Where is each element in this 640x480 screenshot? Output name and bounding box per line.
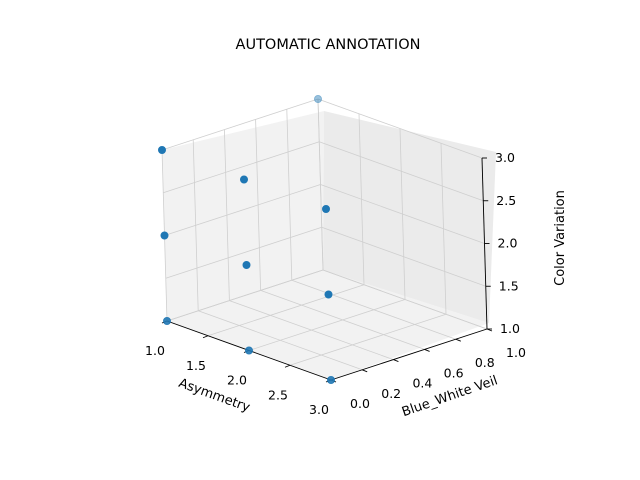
z-tick-label: 3.0 [495, 150, 515, 165]
z-tick-label: 2.0 [498, 236, 518, 251]
data-points [157, 95, 335, 384]
y-tick-label: 0.8 [475, 355, 495, 370]
x-tick-label: 1.0 [145, 343, 165, 358]
grid-line-y-floor [260, 290, 425, 350]
y-tick-label: 0.2 [381, 386, 401, 401]
y-tick-label: 0.4 [412, 376, 432, 391]
grid-line-z-right [320, 184, 485, 244]
chart-title: AUTOMATIC ANNOTATION [236, 37, 421, 53]
grid-line-z-left [166, 269, 324, 322]
grid-line-y-floor [229, 300, 394, 360]
data-point [324, 290, 333, 299]
y-tick-label: 0.6 [444, 365, 464, 380]
data-point [313, 95, 322, 104]
grid-line-z-right [322, 269, 488, 330]
data-point [239, 175, 248, 184]
data-point [162, 316, 171, 325]
data-point [244, 346, 253, 355]
y-tick-label: 0.0 [350, 396, 370, 411]
data-point [242, 260, 251, 269]
axis-ticks: 1.0 1.5 2.0 2.5 3.0 0.0 0.2 0.4 0.6 0.8 1.0 1.0 1.5 2… [145, 150, 526, 417]
y-tick-mark [424, 348, 430, 352]
x-tick-label: 2.0 [227, 373, 247, 388]
data-point [160, 231, 169, 240]
grid-line-z-left [161, 98, 319, 151]
z-tick-label: 1.0 [500, 321, 520, 336]
x-tick-mark [202, 335, 209, 339]
x-tick-label: 3.0 [309, 402, 329, 417]
y-tick-label: 1.0 [506, 345, 526, 360]
grid-line-y-floor [291, 279, 456, 340]
y-tick-mark [455, 338, 461, 342]
grid-line-z-left [164, 184, 321, 236]
axis-panes [162, 111, 496, 380]
data-point [321, 204, 330, 213]
grid-line-z-left [165, 226, 322, 279]
grid-line-x-floor [207, 284, 365, 337]
x-tick-label: 2.5 [268, 387, 288, 402]
y-tick-mark [393, 359, 399, 363]
grid-line-z-left [163, 141, 320, 194]
z-tick-label: 2.5 [496, 193, 516, 208]
grid-line-z-right [321, 226, 486, 287]
y-axis-line [330, 328, 488, 381]
z-tick-label: 1.5 [499, 278, 519, 293]
grid-line-z-right [319, 141, 484, 202]
data-point [157, 145, 166, 154]
grid-line-z-right [317, 98, 483, 159]
x-tick-mark [284, 364, 291, 368]
y-tick-mark [362, 369, 368, 373]
z-axis-label: Color Variation [553, 190, 568, 286]
grid-line-x-floor [248, 299, 406, 351]
grid-line-y-floor [198, 310, 363, 371]
pane-right-wall [323, 111, 496, 323]
pane-left-wall [162, 111, 324, 321]
data-point [326, 375, 335, 384]
x-tick-label: 1.5 [186, 358, 206, 373]
grid-line-x-floor [289, 313, 447, 366]
